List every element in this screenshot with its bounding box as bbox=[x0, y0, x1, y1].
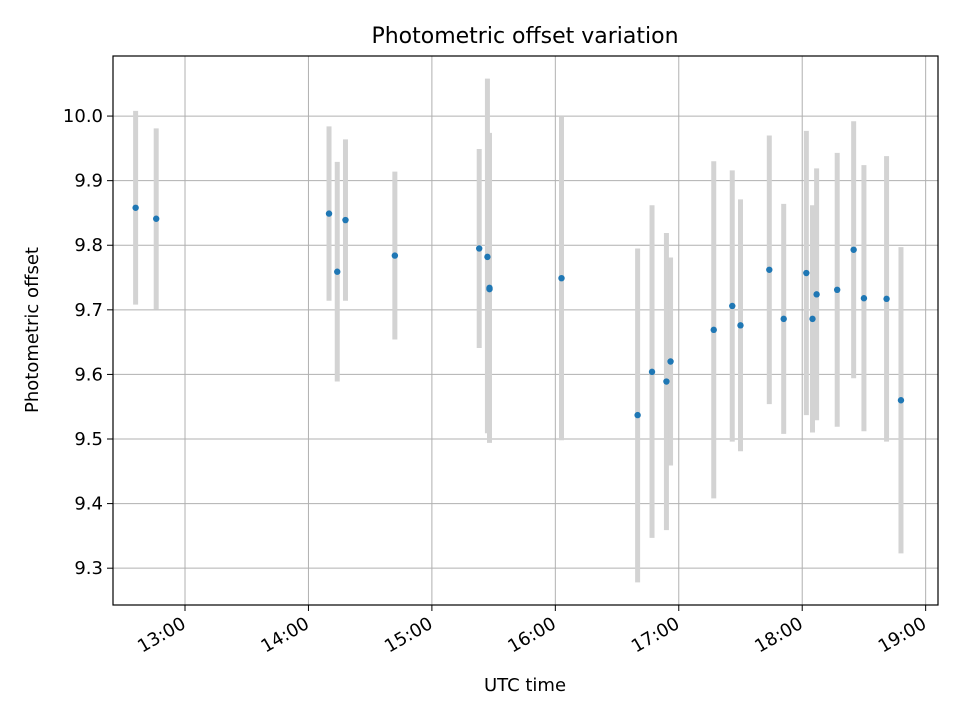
y-tick-label: 9.9 bbox=[74, 171, 103, 192]
x-axis-label: UTC time bbox=[484, 675, 566, 696]
data-point bbox=[391, 252, 399, 259]
data-point bbox=[325, 210, 333, 217]
data-point bbox=[833, 286, 841, 294]
y-tick-label: 9.7 bbox=[74, 300, 103, 321]
data-point bbox=[342, 216, 349, 224]
data-point bbox=[663, 378, 670, 385]
data-point bbox=[710, 326, 717, 334]
y-tick-label: 9.3 bbox=[74, 558, 103, 579]
y-axis-ticks: 9.3 9.4 9.5 9.6 9.7 9.8 9.9 10.0 bbox=[63, 106, 113, 579]
data-point bbox=[780, 315, 787, 323]
data-point bbox=[648, 368, 656, 376]
data-point bbox=[813, 291, 820, 298]
data-point bbox=[558, 274, 565, 282]
data-point bbox=[153, 215, 160, 222]
y-tick-label: 10.0 bbox=[63, 106, 103, 127]
data-point bbox=[850, 246, 857, 253]
data-point bbox=[486, 285, 493, 293]
y-axis-label: Photometric offset bbox=[22, 247, 43, 413]
data-point bbox=[897, 397, 905, 404]
data-point bbox=[737, 322, 744, 329]
y-tick-label: 9.6 bbox=[74, 364, 103, 385]
data-point bbox=[634, 411, 641, 419]
data-points bbox=[132, 204, 905, 419]
data-point bbox=[667, 358, 674, 365]
data-point bbox=[809, 315, 816, 323]
plot-area-frame bbox=[112, 55, 939, 606]
data-point bbox=[476, 245, 483, 252]
data-point bbox=[766, 266, 773, 273]
y-tick-label: 9.5 bbox=[74, 429, 103, 450]
data-point bbox=[803, 269, 810, 277]
data-point bbox=[883, 295, 890, 303]
data-point bbox=[860, 295, 868, 302]
chart-title: Photometric offset variation bbox=[371, 24, 678, 49]
data-point bbox=[132, 204, 139, 211]
y-tick-label: 9.4 bbox=[74, 494, 103, 515]
grid bbox=[113, 56, 938, 605]
data-point bbox=[484, 253, 491, 261]
data-point bbox=[729, 302, 736, 310]
y-tick-label: 9.8 bbox=[74, 235, 103, 256]
data-point bbox=[334, 268, 341, 275]
